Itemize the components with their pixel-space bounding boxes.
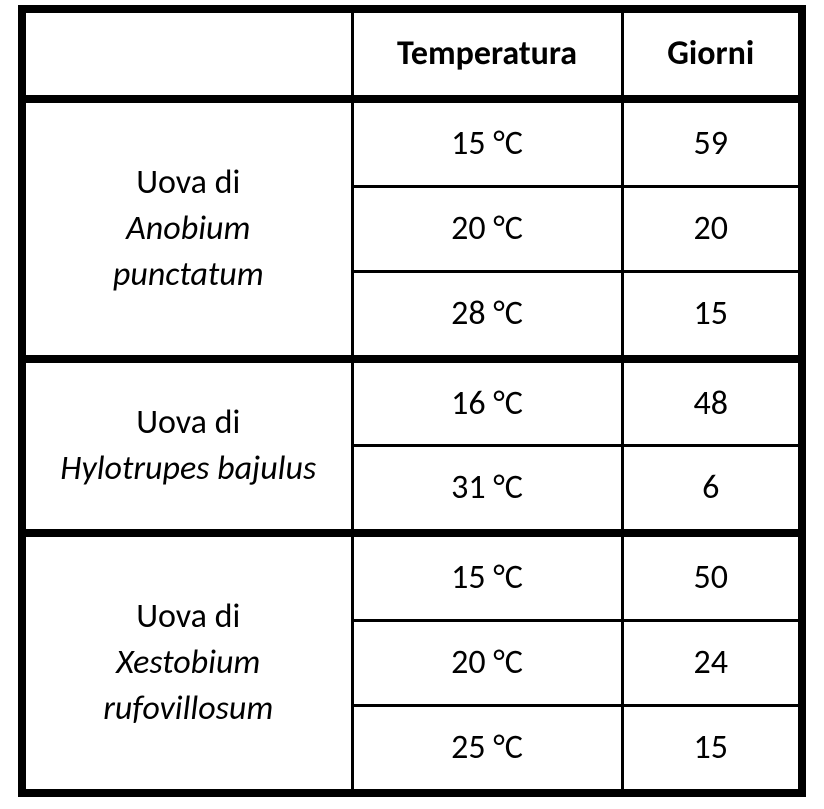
species-cell: Uova di Hylotrupes bajulus	[22, 359, 352, 534]
header-temperature: Temperatura	[352, 9, 622, 99]
days-cell: 59	[622, 99, 802, 186]
days-cell: 15	[622, 706, 802, 793]
days-cell: 20	[622, 186, 802, 271]
species-cell: Uova di Xestobium rufovillosum	[22, 533, 352, 793]
days-cell: 6	[622, 446, 802, 533]
species-prefix: Uova di	[136, 402, 240, 443]
temperature-cell: 15 °C	[352, 533, 622, 620]
days-cell: 50	[622, 533, 802, 620]
days-cell: 48	[622, 359, 802, 446]
temperature-cell: 28 °C	[352, 271, 622, 358]
species-name: Anobium punctatum	[113, 208, 264, 295]
incubation-table: Temperatura Giorni Uova di Anobium punct…	[18, 5, 806, 797]
days-cell: 15	[622, 271, 802, 358]
table-row: Uova di Hylotrupes bajulus 16 °C 48	[22, 359, 802, 446]
temperature-cell: 15 °C	[352, 99, 622, 186]
table-row: Uova di Anobium punctatum 15 °C 59	[22, 99, 802, 186]
temperature-cell: 25 °C	[352, 706, 622, 793]
species-cell: Uova di Anobium punctatum	[22, 99, 352, 359]
temperature-cell: 31 °C	[352, 446, 622, 533]
temperature-cell: 20 °C	[352, 621, 622, 706]
species-name: Xestobium rufovillosum	[103, 642, 273, 729]
species-prefix: Uova di	[136, 162, 240, 203]
temperature-cell: 20 °C	[352, 186, 622, 271]
header-days: Giorni	[622, 9, 802, 99]
species-name: Hylotrupes bajulus	[60, 448, 316, 489]
table-row: Uova di Xestobium rufovillosum 15 °C 50	[22, 533, 802, 620]
species-prefix: Uova di	[136, 596, 240, 637]
table-header-row: Temperatura Giorni	[22, 9, 802, 99]
temperature-cell: 16 °C	[352, 359, 622, 446]
days-cell: 24	[622, 621, 802, 706]
table-container: Temperatura Giorni Uova di Anobium punct…	[6, 0, 818, 809]
header-species	[22, 9, 352, 99]
